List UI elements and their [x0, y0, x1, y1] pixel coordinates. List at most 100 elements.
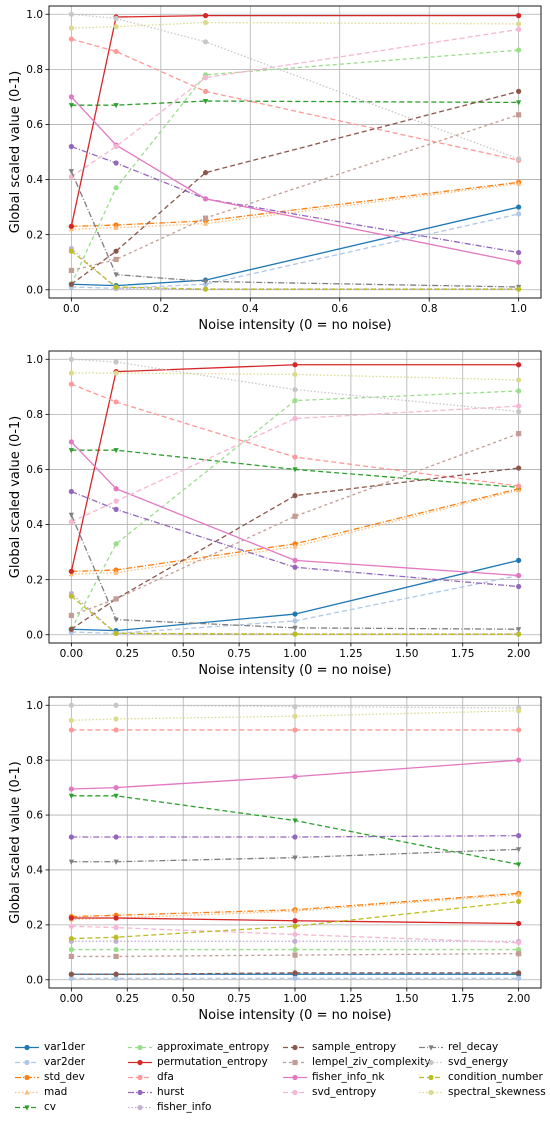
series-line	[70, 90, 519, 285]
series-line	[71, 145, 519, 254]
series-lempel-ziv-complexity	[68, 951, 522, 960]
series-spectral-skewness	[68, 370, 522, 383]
y-tick-label: 0.6	[26, 119, 43, 131]
legend-label: rel_decay	[448, 1041, 499, 1053]
legend-swatch	[419, 1059, 443, 1066]
data-point	[68, 448, 74, 454]
series-line	[71, 710, 519, 721]
data-point	[516, 47, 522, 53]
x-axis-label: Noise intensity (0 = no noise)	[198, 1008, 391, 1023]
series-permutation-entropy	[68, 915, 522, 927]
legend-swatch	[15, 1089, 39, 1095]
data-point	[292, 454, 298, 460]
data-point	[113, 486, 119, 492]
legend-label: std_dev	[44, 1071, 85, 1083]
data-point	[292, 362, 298, 368]
series-svd-entropy	[68, 26, 522, 180]
y-tick-label: 0.2	[26, 229, 43, 241]
data-point	[68, 834, 74, 840]
data-point	[292, 513, 298, 519]
data-point	[516, 249, 522, 256]
legend-label: lempel_ziv_complexity	[312, 1056, 431, 1068]
legend-marker	[292, 1074, 298, 1081]
data-point	[68, 143, 74, 150]
data-point	[516, 465, 522, 471]
series-svd-entropy	[68, 923, 522, 946]
data-point	[516, 727, 522, 733]
data-point	[516, 13, 522, 19]
data-point	[113, 946, 119, 953]
data-point	[113, 399, 119, 405]
series-line	[71, 900, 519, 940]
legend-label: mad	[44, 1086, 68, 1098]
series-sample-entropy	[68, 970, 522, 977]
data-point	[68, 612, 74, 619]
data-point	[516, 204, 522, 210]
data-point	[68, 25, 74, 31]
data-point	[113, 15, 119, 21]
series-condition-number	[68, 593, 522, 637]
data-point	[113, 727, 119, 733]
data-point	[516, 833, 522, 839]
x-tick-label: 0.00	[60, 993, 83, 1005]
series-approximate-entropy	[68, 47, 522, 287]
series-line	[70, 247, 519, 290]
y-tick-label: 0.4	[26, 865, 43, 877]
series-line	[71, 183, 519, 230]
data-point	[113, 617, 119, 623]
legend-label: permutation_entropy	[157, 1056, 268, 1068]
legend-label: sample_entropy	[312, 1041, 397, 1053]
data-point	[113, 272, 119, 278]
legend-marker	[137, 1044, 143, 1051]
series-std-dev	[68, 179, 522, 229]
data-point	[516, 557, 522, 563]
data-point	[516, 403, 522, 409]
y-tick-label: 0.6	[26, 464, 43, 476]
series-line	[71, 21, 519, 29]
legend-label: dfa	[157, 1071, 174, 1083]
data-point	[113, 793, 119, 799]
series-line	[71, 433, 519, 617]
data-point	[113, 448, 119, 454]
data-point	[113, 915, 119, 921]
series-line	[71, 892, 519, 918]
data-point	[292, 727, 298, 733]
data-point	[292, 970, 298, 976]
data-point	[516, 862, 522, 868]
data-point	[68, 975, 74, 981]
data-point	[68, 568, 74, 574]
data-point	[516, 940, 522, 946]
legend-swatch	[419, 1074, 443, 1081]
data-point	[68, 370, 74, 376]
data-point	[68, 439, 74, 445]
y-tick-label: 0.0	[26, 629, 43, 641]
series-dfa	[68, 381, 522, 489]
y-tick-label: 0.4	[26, 174, 43, 186]
series-mad	[68, 180, 522, 232]
series-fisher-info-nk	[68, 439, 522, 579]
data-point	[292, 467, 298, 473]
data-point	[68, 381, 74, 387]
legend-marker	[292, 1044, 298, 1051]
data-point	[292, 611, 298, 617]
data-point	[113, 185, 119, 191]
grid	[49, 6, 541, 298]
legend-swatch	[15, 1105, 39, 1111]
series-line	[71, 759, 519, 790]
y-tick-label: 0.8	[26, 409, 43, 421]
series-line	[70, 28, 519, 178]
data-point	[68, 512, 74, 519]
legend-marker	[428, 1059, 434, 1066]
data-point	[292, 855, 298, 861]
y-tick-label: 0.8	[26, 755, 43, 767]
series-svd-entropy	[68, 403, 522, 525]
series-line	[70, 390, 519, 630]
series-lempel-ziv-complexity	[68, 112, 522, 274]
data-point	[113, 48, 119, 55]
y-axis-label: Global scaled value (0-1)	[8, 416, 23, 579]
data-point	[292, 493, 298, 499]
data-point	[292, 543, 298, 549]
data-point	[516, 757, 522, 763]
data-point	[516, 112, 522, 118]
data-point	[292, 946, 298, 953]
